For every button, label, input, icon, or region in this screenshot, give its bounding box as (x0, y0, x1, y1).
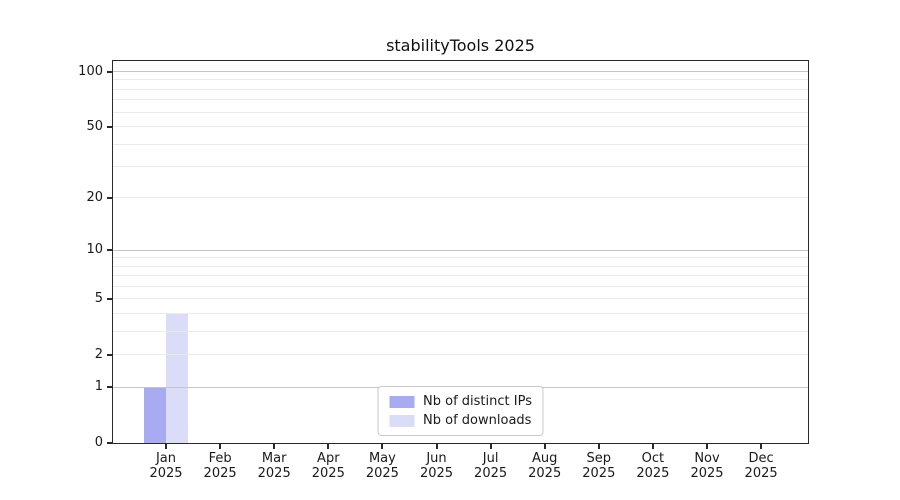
legend-label-distinct-ips: Nb of distinct IPs (423, 394, 532, 409)
y-tick-50 (107, 125, 112, 128)
legend-entry-downloads: Nb of downloads (380, 411, 541, 430)
gridline-minor-30 (113, 166, 808, 167)
x-tick-label-jan: Jan 2025 (134, 451, 198, 481)
gridline-minor-40 (113, 143, 808, 145)
x-tick-month: Mar (261, 451, 287, 466)
x-tick-jul (489, 444, 492, 449)
legend-swatch-distinct-ips (389, 395, 415, 408)
x-tick-may (381, 444, 384, 449)
x-tick-year: 2025 (690, 466, 724, 481)
gridline-minor-6 (113, 285, 808, 287)
x-tick-feb (219, 444, 222, 449)
x-tick-label-dec: Dec 2025 (729, 451, 793, 481)
x-tick-apr (327, 444, 330, 449)
y-tick-label-2: 2 (94, 346, 103, 362)
x-tick-year: 2025 (582, 466, 616, 481)
y-tick-label-0: 0 (94, 435, 103, 450)
x-tick-oct (651, 444, 654, 449)
x-tick-label-mar: Mar 2025 (242, 451, 306, 481)
x-tick-month: Sep (586, 451, 612, 466)
gridline-minor-8 (113, 265, 808, 267)
gridline-minor-20 (113, 197, 808, 199)
x-tick-label-nov: Nov 2025 (675, 451, 739, 481)
x-tick-label-aug: Aug 2025 (513, 451, 577, 481)
legend-label-downloads: Nb of downloads (423, 413, 532, 428)
x-tick-month: Jan (155, 451, 177, 466)
x-tick-year: 2025 (149, 466, 183, 481)
gridline-minor-70 (113, 99, 808, 101)
y-tick-label-10: 10 (86, 242, 103, 257)
x-tick-year: 2025 (419, 466, 454, 481)
gridline-minor-5 (113, 298, 808, 300)
x-tick-month: Feb (208, 451, 232, 466)
x-tick-month: Dec (748, 451, 774, 466)
x-tick-month: Nov (694, 451, 720, 466)
x-tick-sep (597, 444, 600, 449)
gridline-minor-80 (113, 88, 808, 90)
y-tick-1 (107, 386, 112, 389)
y-tick-100 (107, 70, 112, 73)
x-tick-month: Apr (317, 451, 340, 466)
plot-area: Nb of distinct IPs Nb of downloads (112, 60, 809, 444)
x-tick-month: Oct (641, 451, 665, 466)
legend-entry-distinct-ips: Nb of distinct IPs (380, 392, 541, 411)
x-tick-year: 2025 (365, 466, 399, 481)
x-tick-label-jun: Jun 2025 (405, 451, 469, 481)
x-tick-year: 2025 (257, 466, 291, 481)
y-tick-2 (107, 353, 112, 356)
gridline-minor-60 (113, 111, 808, 113)
x-tick-label-sep: Sep 2025 (567, 451, 631, 481)
y-tick-20 (107, 196, 112, 199)
x-tick-year: 2025 (474, 466, 508, 481)
bar-jan-distinct-ips (144, 387, 166, 443)
gridline-major-100 (113, 71, 808, 72)
x-tick-month: Aug (531, 451, 558, 466)
gridline-major-10 (113, 249, 808, 251)
y-tick-10 (107, 249, 112, 251)
gridline-minor-4 (113, 312, 808, 314)
x-tick-year: 2025 (203, 466, 237, 481)
x-tick-month: May (368, 451, 396, 466)
bar-jan-downloads (166, 313, 188, 443)
gridline-minor-90 (113, 79, 808, 81)
x-tick-year: 2025 (528, 466, 562, 481)
y-tick-0 (107, 442, 112, 444)
x-tick-label-feb: Feb 2025 (188, 451, 252, 481)
x-tick-jan (165, 444, 167, 449)
gridline-minor-2 (113, 354, 808, 356)
y-tick-label-100: 100 (78, 63, 103, 79)
y-tick-label-1: 1 (94, 379, 103, 395)
gridline-minor-7 (113, 275, 808, 277)
y-tick-label-50: 50 (86, 118, 103, 134)
x-tick-year: 2025 (311, 466, 345, 481)
x-tick-mar (273, 444, 276, 449)
x-tick-label-oct: Oct 2025 (621, 451, 685, 481)
y-tick-5 (107, 297, 112, 300)
x-tick-year: 2025 (636, 466, 670, 481)
x-tick-aug (543, 444, 546, 449)
x-tick-label-apr: Apr 2025 (296, 451, 360, 481)
x-tick-dec (760, 444, 763, 449)
y-tick-label-20: 20 (86, 189, 103, 205)
x-tick-nov (706, 444, 708, 449)
x-tick-month: Jul (482, 451, 499, 466)
x-tick-month: Jun (426, 451, 447, 466)
legend: Nb of distinct IPs Nb of downloads (377, 386, 544, 436)
x-tick-year: 2025 (744, 466, 778, 481)
legend-swatch-downloads (389, 414, 415, 427)
x-tick-jun (435, 444, 438, 449)
x-tick-label-may: May 2025 (350, 451, 414, 481)
x-tick-label-jul: Jul 2025 (459, 451, 523, 481)
chart-title: stabilityTools 2025 (386, 36, 535, 55)
y-tick-label-5: 5 (94, 290, 103, 306)
gridline-minor-50 (113, 126, 808, 127)
gridline-minor-9 (113, 257, 808, 259)
gridline-minor-3 (113, 330, 808, 332)
